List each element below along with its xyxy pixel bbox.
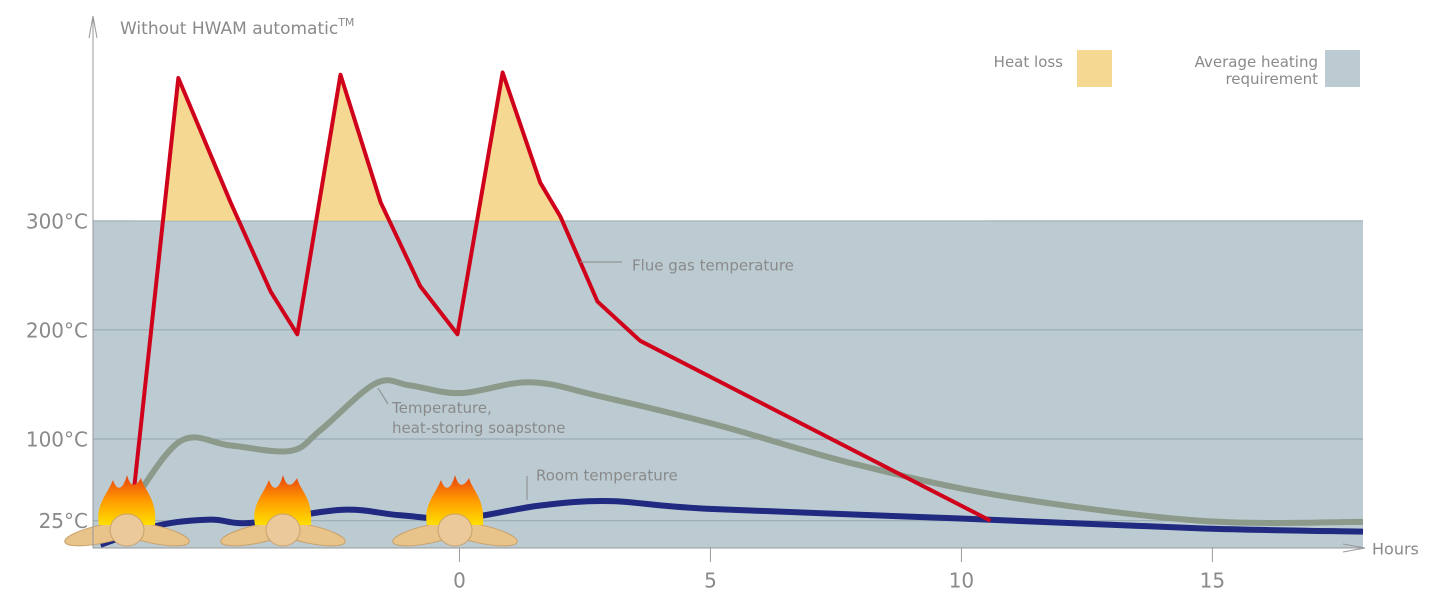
series-label: Room temperature (536, 467, 678, 485)
series-line (128, 377, 1364, 526)
y-tick-label: 100°C (26, 427, 88, 451)
y-tick-label: 25°C (39, 509, 88, 533)
leader-line (377, 387, 389, 405)
chart-title: Without HWAM automaticTM (120, 16, 354, 39)
series-label: Flue gas temperature (632, 257, 794, 275)
legend-swatch (1325, 50, 1360, 87)
y-tick-label: 200°C (26, 318, 88, 342)
legend-label: Heat loss (993, 53, 1063, 71)
heat-loss-area (130, 72, 991, 221)
series-label: Temperature, heat-storing soapstone (391, 399, 566, 437)
fire-icons (62, 474, 520, 552)
series-line (99, 498, 1364, 548)
x-tick-label: 10 (949, 569, 974, 593)
x-tick-label: 15 (1200, 569, 1225, 593)
x-tick-label: 5 (704, 569, 717, 593)
legend-swatch (1077, 50, 1112, 87)
x-axis-label: Hours (1372, 540, 1419, 559)
plot (93, 50, 1364, 548)
x-tick-label: 0 (453, 569, 466, 593)
y-tick-label: 300°C (26, 209, 88, 233)
legend-label: Average heating requirement (1194, 53, 1318, 88)
title-mark: TM (337, 16, 354, 29)
series-line (128, 70, 992, 523)
x-axis-arrow (1342, 543, 1366, 553)
title-text: Without HWAM automatic (120, 19, 338, 39)
